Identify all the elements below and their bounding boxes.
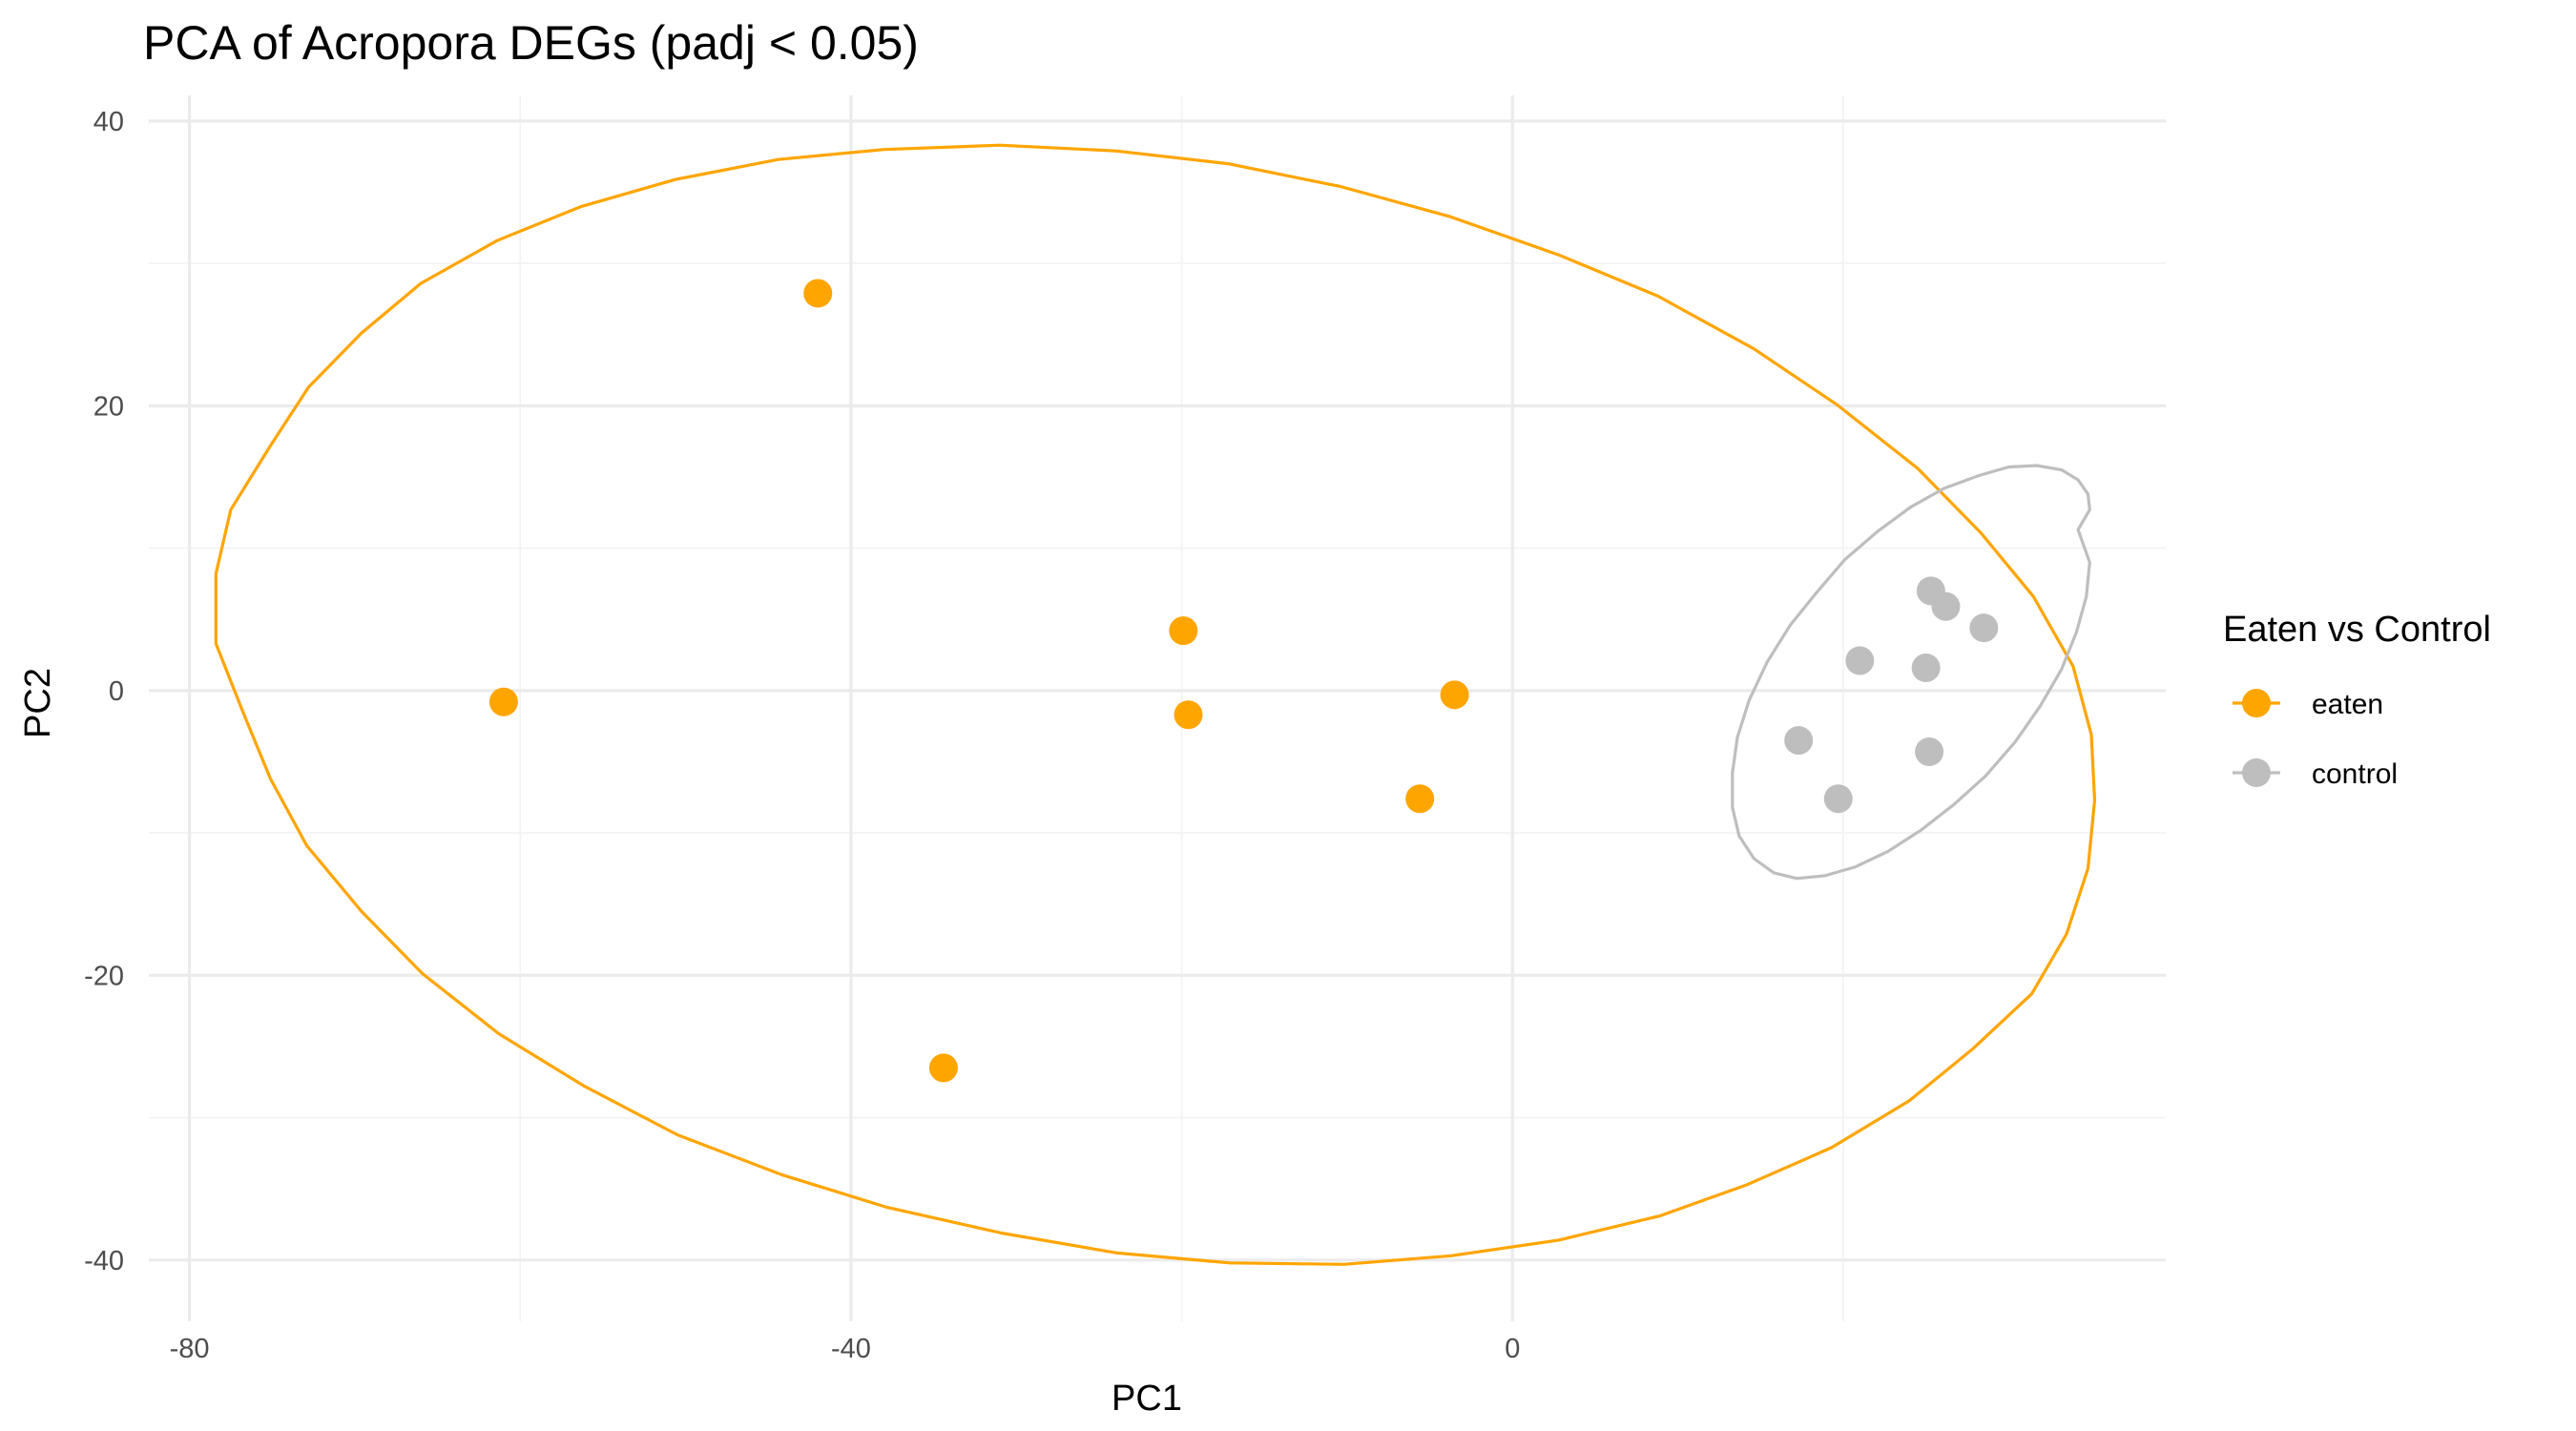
ellipse-control <box>1731 464 2091 881</box>
legend-title: Eaten vs Control <box>2223 610 2491 650</box>
x-tick-label: -40 <box>831 1334 871 1364</box>
legend-marker-control <box>2242 758 2271 787</box>
x-tick-label: -80 <box>170 1334 210 1364</box>
point-control <box>1911 653 1941 682</box>
y-tick-label: 40 <box>93 107 124 137</box>
point-eaten <box>1174 700 1203 730</box>
y-axis-title: PC2 <box>18 668 58 738</box>
y-tick-label: 20 <box>93 391 124 422</box>
legend-item-control: control <box>2233 758 2398 790</box>
point-control <box>1845 646 1875 675</box>
point-eaten <box>1440 680 1469 710</box>
point-control <box>1915 737 1944 767</box>
legend-marker-eaten <box>2242 689 2271 717</box>
legend-label-control: control <box>2312 758 2398 790</box>
point-eaten <box>488 687 518 716</box>
legend-item-eaten: eaten <box>2233 689 2383 720</box>
x-tick-label: 0 <box>1505 1334 1520 1364</box>
point-control <box>1931 591 1961 621</box>
y-axis-tick-labels: -40 -20 0 20 40 <box>84 107 124 1276</box>
point-control <box>1784 726 1814 756</box>
legend-items: eaten control <box>2233 689 2398 790</box>
ellipse-eaten <box>214 143 2097 1266</box>
point-eaten <box>1169 616 1198 646</box>
y-tick-label: 0 <box>109 676 124 707</box>
point-eaten <box>803 279 833 308</box>
x-axis-title: PC1 <box>1111 1379 1182 1419</box>
legend-label-eaten: eaten <box>2312 689 2383 720</box>
point-control <box>1969 613 1999 643</box>
y-tick-label: -20 <box>84 961 124 991</box>
point-eaten <box>1405 784 1435 814</box>
y-tick-label: -40 <box>84 1246 124 1276</box>
x-axis-tick-labels: -80 -40 0 <box>170 1334 1521 1364</box>
legend: Eaten vs Control eaten control <box>2223 610 2491 790</box>
point-eaten <box>928 1053 958 1083</box>
chart-title: PCA of Acropora DEGs (padj < 0.05) <box>143 16 919 70</box>
grid-major-lines <box>149 95 2166 1321</box>
data-points <box>488 279 1999 1083</box>
grid-minor-lines <box>149 95 2166 1321</box>
confidence-ellipses <box>214 143 2097 1266</box>
point-control <box>1823 784 1853 814</box>
